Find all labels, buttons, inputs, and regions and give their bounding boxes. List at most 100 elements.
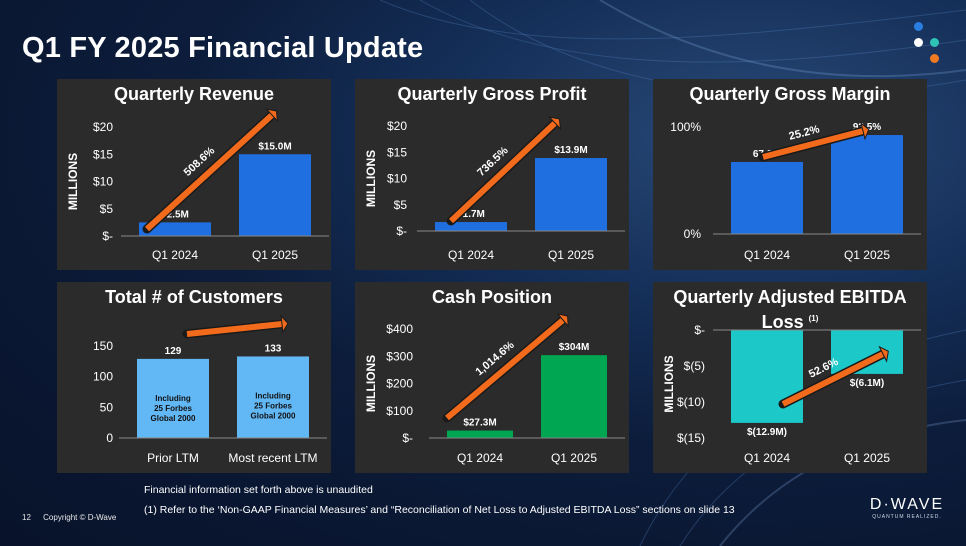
growth-arrow-shaft — [186, 321, 283, 337]
category-label: Q1 2025 — [548, 248, 594, 262]
growth-arrow-shaft — [144, 112, 275, 232]
category-label: Q1 2025 — [844, 451, 890, 465]
y-tick-label: $- — [102, 229, 113, 243]
data-label: $15.0M — [258, 141, 291, 152]
ebitda-panel: Quarterly Adjusted EBITDA Loss (1) $- $(5… — [653, 282, 927, 473]
ebitda-title-superscript: (1) — [808, 314, 819, 323]
gross-margin-title: Quarterly Gross Margin — [689, 84, 891, 104]
bar-note-line: 25 Forbes — [254, 401, 292, 410]
y-tick-label: $20 — [387, 119, 407, 133]
category-label: Prior LTM — [147, 451, 199, 465]
category-label: Q1 2025 — [551, 451, 597, 465]
logo-dots — [912, 20, 952, 66]
y-tick-label: $100 — [386, 404, 413, 418]
y-tick-label: $5 — [394, 198, 408, 212]
bar — [831, 135, 903, 234]
copyright-line: 12 Copyright © D-Wave — [22, 513, 116, 522]
copyright-text: Copyright © D-Wave — [43, 513, 117, 522]
dot-orange-icon — [930, 54, 939, 63]
y-tick-label: 0% — [684, 227, 702, 241]
data-label: $27.3M — [463, 418, 496, 429]
bar-note-line: Including — [155, 394, 191, 403]
growth-arrow-head-icon — [860, 121, 870, 141]
growth-arrow-shaft — [781, 351, 885, 407]
y-axis-title: MILLIONS — [364, 355, 378, 412]
growth-arrow-shaft — [762, 128, 864, 160]
category-label: Q1 2024 — [744, 248, 790, 262]
growth-arrow-head-icon — [878, 345, 889, 363]
gross-margin-panel: Quarterly Gross Margin 100%0%67.3%Q1 202… — [653, 79, 927, 270]
growth-arrow-head-icon — [280, 314, 289, 334]
gross-profit-title: Quarterly Gross Profit — [397, 84, 587, 104]
y-tick-label: 100% — [670, 120, 701, 134]
y-tick-label: $- — [402, 431, 413, 445]
y-tick-label: $20 — [93, 120, 113, 134]
y-tick-label: $- — [396, 224, 407, 238]
bar-note-line: 25 Forbes — [154, 404, 192, 413]
bar-note-line: Global 2000 — [151, 414, 196, 423]
y-tick-label: $15 — [93, 147, 113, 161]
footnote-non-gaap: (1) Refer to the ‘Non-GAAP Financial Mea… — [144, 504, 735, 516]
customers-panel: Total # of Customers 150 100 50 0 129 Prior L… — [57, 282, 331, 473]
data-label: $(6.1M) — [850, 378, 884, 389]
bar — [435, 222, 507, 231]
bar — [541, 355, 607, 438]
revenue-panel: Quarterly Revenue $20 $15 $10 $5 $- MILLIONS $… — [57, 79, 331, 270]
gross-profit-chart: $20 $15 $10 $5 $- MILLIONS $1.7M Q1 2024 $13.9M Q… — [364, 116, 625, 262]
growth-arrow-head-icon — [265, 108, 279, 123]
bar — [237, 356, 309, 438]
data-label: $13.9M — [554, 145, 587, 156]
cash-panel: Cash Position $400 $300 $200 $100 $- MILLIONS… — [355, 282, 629, 473]
data-label: $2.5M — [161, 209, 189, 220]
category-label: Q1 2024 — [152, 248, 198, 262]
y-tick-label: $15 — [387, 145, 407, 159]
cash-chart: $400 $300 $200 $100 $- MILLIONS $27.3M Q1 2024 $… — [364, 313, 625, 465]
bar — [239, 154, 311, 236]
y-tick-label: 100 — [93, 370, 113, 384]
cash-title: Cash Position — [431, 287, 552, 307]
data-label: $304M — [559, 342, 590, 353]
data-label: $(12.9M) — [747, 427, 787, 438]
ebitda-chart: $- $(5) $(10) $(15) MILLIONS $(12.9M) Q1 2024 $… — [662, 323, 921, 465]
category-label: Q1 2024 — [744, 451, 790, 465]
y-tick-label: $300 — [386, 349, 413, 363]
bar — [731, 161, 803, 234]
revenue-chart: $20 $15 $10 $5 $- MILLIONS $2.5M Q1 2024 $15.0M Q… — [66, 108, 329, 262]
bar — [831, 330, 903, 374]
dot-white-icon — [914, 38, 923, 47]
bar — [447, 430, 513, 438]
category-label: Q1 2024 — [448, 248, 494, 262]
y-tick-label: $(10) — [677, 395, 705, 409]
category-label: Q1 2025 — [252, 248, 298, 262]
ebitda-title: Quarterly Adjusted EBITDA Loss (1) — [653, 287, 927, 333]
category-label: Most recent LTM — [228, 451, 317, 465]
y-axis-title: MILLIONS — [364, 150, 378, 207]
y-tick-label: $(5) — [684, 359, 705, 373]
growth-arrow-head-icon — [556, 313, 569, 328]
dot-blue-icon — [914, 22, 923, 31]
bar — [535, 158, 607, 231]
y-tick-label: $(15) — [677, 431, 705, 445]
dot-teal-icon — [930, 38, 939, 47]
gross-profit-panel: Quarterly Gross Profit $20 $15 $10 $5 $- MILL… — [355, 79, 629, 270]
y-tick-label: $10 — [387, 172, 407, 186]
logo-text: D·WAVE — [869, 496, 945, 513]
bar-note-line: Including — [255, 391, 291, 400]
y-tick-label: 0 — [106, 431, 113, 445]
footnote-unaudited: Financial information set forth above is… — [144, 484, 373, 496]
y-axis-title: MILLIONS — [66, 153, 80, 210]
growth-arrow-head-icon — [548, 116, 562, 131]
y-tick-label: $10 — [93, 175, 113, 189]
logo-tagline: QUANTUM REALIZED. — [872, 514, 942, 520]
category-label: Q1 2024 — [457, 451, 503, 465]
growth-arrow-shaft — [445, 317, 565, 421]
y-tick-label: $- — [694, 323, 705, 337]
y-tick-label: $5 — [100, 202, 114, 216]
y-tick-label: 150 — [93, 339, 113, 353]
customers-title: Total # of Customers — [105, 287, 283, 307]
y-tick-label: $400 — [386, 322, 413, 336]
dwave-logo: D·WAVE QUANTUM REALIZED. — [867, 496, 947, 522]
